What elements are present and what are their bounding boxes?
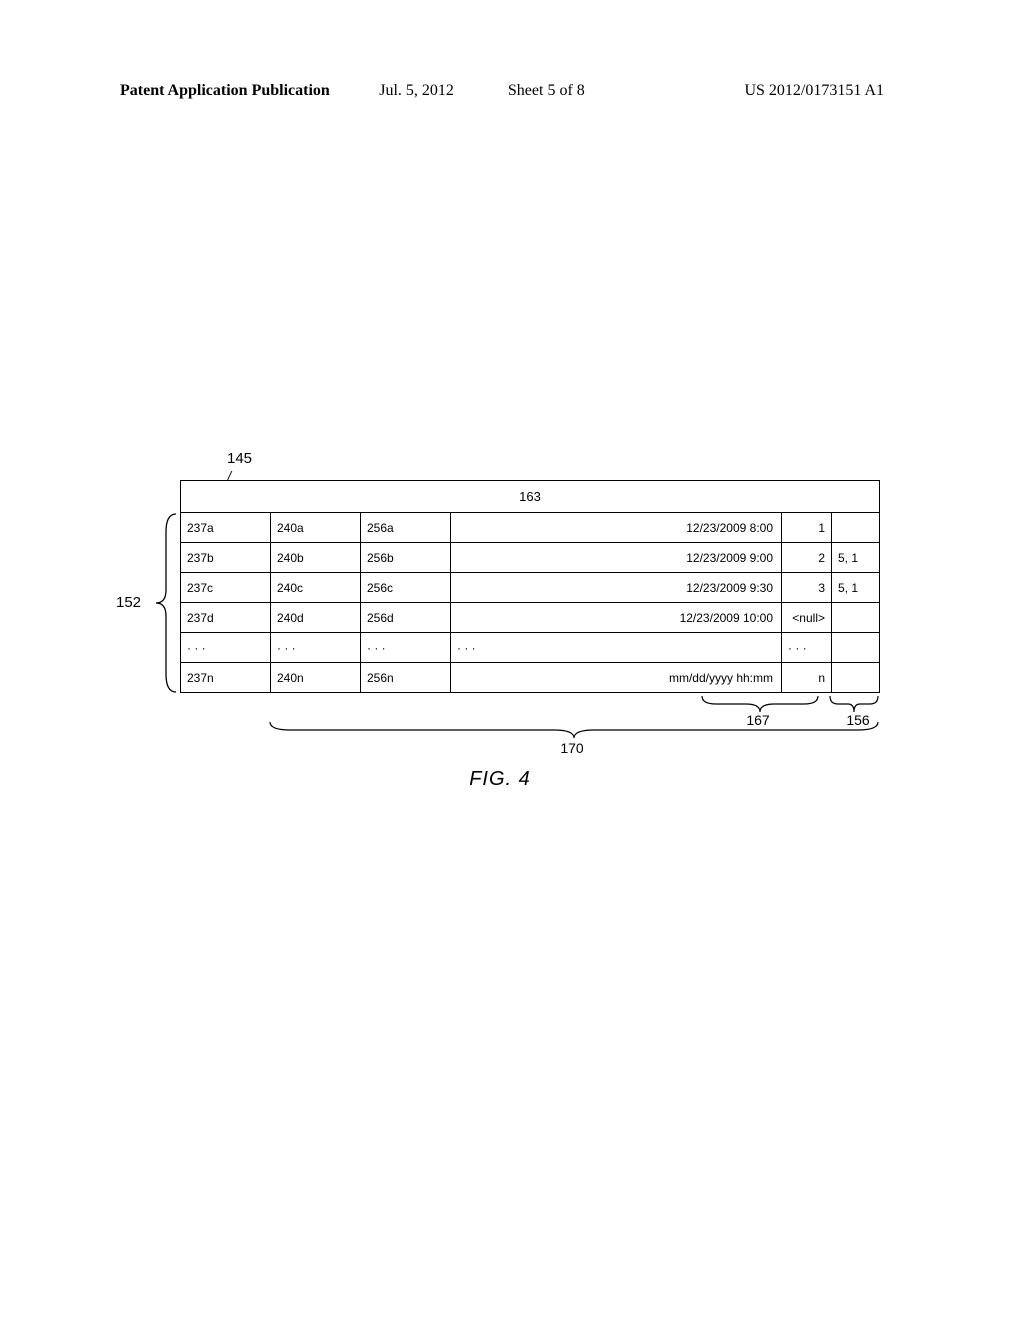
header-publication-type: Patent Application Publication bbox=[120, 82, 419, 100]
page-header: Patent Application Publication Jul. 5, 2… bbox=[120, 82, 884, 100]
cell-seq: <null> bbox=[782, 603, 832, 633]
table-header-row: 163 bbox=[181, 481, 880, 513]
cell-c1: 237d bbox=[181, 603, 271, 633]
table-row: 237c 240c 256c 12/23/2009 9:30 3 5, 1 bbox=[181, 573, 880, 603]
cell-c3: 256a bbox=[361, 513, 451, 543]
table-row: 237n 240n 256n mm/dd/yyyy hh:mm n bbox=[181, 663, 880, 693]
ref-145: 145 bbox=[227, 450, 252, 467]
cell-datetime: · · · bbox=[451, 633, 782, 663]
cell-c1: 237a bbox=[181, 513, 271, 543]
cell-c3: · · · bbox=[361, 633, 451, 663]
cell-c3: 256d bbox=[361, 603, 451, 633]
cell-c1: · · · bbox=[181, 633, 271, 663]
cell-seq: · · · bbox=[782, 633, 832, 663]
cell-c2: 240c bbox=[271, 573, 361, 603]
cell-datetime: 12/23/2009 9:00 bbox=[451, 543, 782, 573]
cell-c3: 256n bbox=[361, 663, 451, 693]
cell-c2: 240d bbox=[271, 603, 361, 633]
cell-c3: 256b bbox=[361, 543, 451, 573]
cell-c2: · · · bbox=[271, 633, 361, 663]
cell-c3: 256c bbox=[361, 573, 451, 603]
cell-link bbox=[832, 633, 880, 663]
table-row: 237d 240d 256d 12/23/2009 10:00 <null> bbox=[181, 603, 880, 633]
brace-170 bbox=[268, 720, 880, 742]
table-row: 237a 240a 256a 12/23/2009 8:00 1 bbox=[181, 513, 880, 543]
header-sheet: Sheet 5 of 8 bbox=[508, 82, 585, 99]
figure-caption: FIG. 4 bbox=[120, 768, 880, 791]
cell-datetime: mm/dd/yyyy hh:mm bbox=[451, 663, 782, 693]
cell-link: 5, 1 bbox=[832, 573, 880, 603]
cell-seq: 2 bbox=[782, 543, 832, 573]
cell-c2: 240a bbox=[271, 513, 361, 543]
ref-152: 152 bbox=[116, 594, 141, 611]
table-body: 237a 240a 256a 12/23/2009 8:00 1 237b 24… bbox=[181, 513, 880, 693]
cell-link: 5, 1 bbox=[832, 543, 880, 573]
cell-link bbox=[832, 513, 880, 543]
data-table-wrap: 163 237a 240a 256a 12/23/2009 8:00 1 237… bbox=[180, 480, 880, 693]
brace-152 bbox=[152, 512, 178, 694]
table-row: · · · · · · · · · · · · · · · bbox=[181, 633, 880, 663]
cell-link bbox=[832, 663, 880, 693]
ref-170: 170 bbox=[552, 740, 592, 756]
cell-c2: 240b bbox=[271, 543, 361, 573]
table-row: 237b 240b 256b 12/23/2009 9:00 2 5, 1 bbox=[181, 543, 880, 573]
cell-seq: 3 bbox=[782, 573, 832, 603]
table-header-163: 163 bbox=[181, 481, 880, 513]
header-date: Jul. 5, 2012 bbox=[379, 82, 454, 99]
cell-datetime: 12/23/2009 8:00 bbox=[451, 513, 782, 543]
cell-datetime: 12/23/2009 10:00 bbox=[451, 603, 782, 633]
cell-c1: 237c bbox=[181, 573, 271, 603]
cell-datetime: 12/23/2009 9:30 bbox=[451, 573, 782, 603]
cell-seq: 1 bbox=[782, 513, 832, 543]
cell-link bbox=[832, 603, 880, 633]
cell-seq: n bbox=[782, 663, 832, 693]
header-center: Jul. 5, 2012 Sheet 5 of 8 bbox=[379, 82, 585, 100]
cell-c1: 237n bbox=[181, 663, 271, 693]
data-table: 163 237a 240a 256a 12/23/2009 8:00 1 237… bbox=[180, 480, 880, 693]
cell-c1: 237b bbox=[181, 543, 271, 573]
header-pubno: US 2012/0173151 A1 bbox=[585, 82, 884, 100]
cell-c2: 240n bbox=[271, 663, 361, 693]
